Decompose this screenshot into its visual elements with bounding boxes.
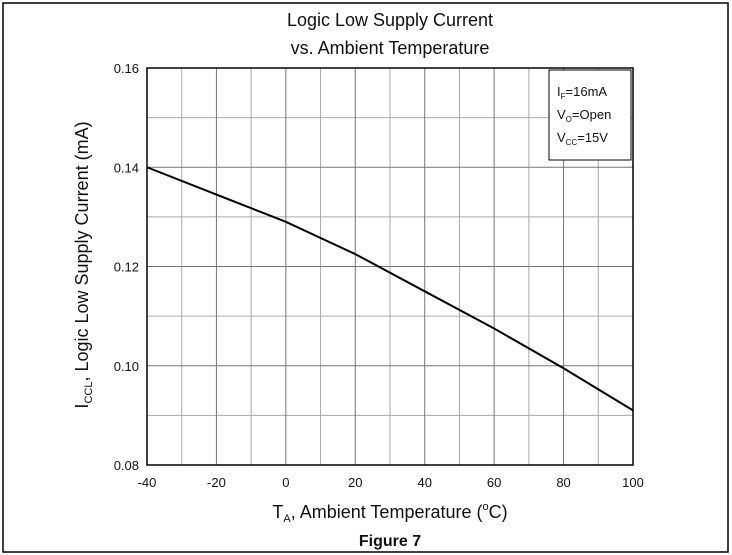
annotation-value: =15V bbox=[577, 130, 608, 145]
x-tick-label: -20 bbox=[207, 475, 226, 490]
plot-border bbox=[146, 67, 634, 466]
y-axis-label: ICCL, Logic Low Supply Current (mA) bbox=[72, 121, 95, 408]
annotation-symbol: V bbox=[557, 130, 566, 145]
annotation-value: =16mA bbox=[566, 84, 608, 99]
x-tick-label: 100 bbox=[622, 475, 644, 490]
x-tick-label: 40 bbox=[417, 475, 431, 490]
y-tick-label: 0.10 bbox=[114, 359, 139, 374]
annotation-subscript: CC bbox=[566, 138, 578, 147]
y-tick-label: 0.12 bbox=[114, 260, 139, 275]
x-tick-label: -40 bbox=[138, 475, 157, 490]
y-tick-label: 0.14 bbox=[114, 160, 139, 175]
x-axis-label: TA, Ambient Temperature (oC) bbox=[272, 501, 507, 525]
x-tick-label: 20 bbox=[348, 475, 362, 490]
y-tick-label: 0.16 bbox=[114, 61, 139, 76]
annotation-text: VO=Open bbox=[557, 107, 611, 124]
annotation-subscript: O bbox=[566, 115, 572, 124]
chart-title: Logic Low Supply Current bbox=[287, 10, 493, 30]
annotation-text: VCC=15V bbox=[557, 130, 608, 147]
chart-title: vs. Ambient Temperature bbox=[291, 38, 490, 58]
annotation-symbol: V bbox=[557, 107, 566, 122]
x-tick-label: 0 bbox=[282, 475, 289, 490]
annotation-subscript: F bbox=[561, 92, 566, 101]
annotation-text: IF=16mA bbox=[557, 84, 607, 101]
annotation-value: =Open bbox=[572, 107, 611, 122]
annotation-symbol: I bbox=[557, 84, 561, 99]
x-tick-label: 60 bbox=[487, 475, 501, 490]
data-line bbox=[146, 166, 634, 412]
annotation-box bbox=[548, 69, 632, 161]
x-tick-label: 80 bbox=[556, 475, 570, 490]
y-tick-label: 0.08 bbox=[114, 458, 139, 473]
caption: Figure 7 bbox=[359, 533, 421, 550]
